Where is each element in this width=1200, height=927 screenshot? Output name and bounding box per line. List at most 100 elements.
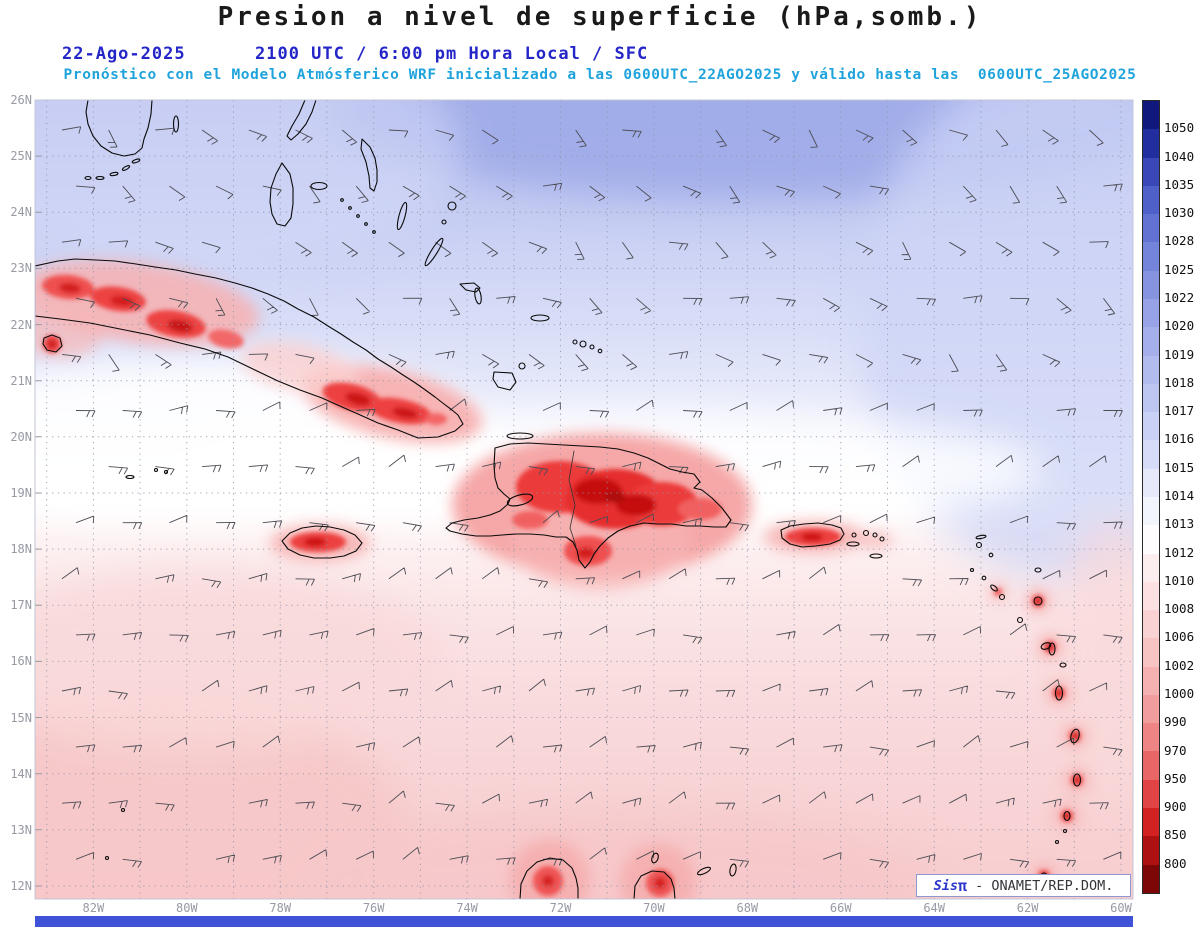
wind-barbs [61,126,1123,869]
credit-text: - ONAMET/REP.DOM. [967,877,1114,894]
jamaica-coastline [281,525,363,559]
footer-bar [35,916,1133,927]
hispaniola-coastline [445,442,732,569]
lat-tick-label: 22N [10,317,32,332]
colorbar-cell [1143,383,1159,413]
colorbar-cell [1143,496,1159,526]
colorbar-cell [1143,581,1159,611]
colorbar-tick-label: 970 [1164,742,1187,758]
colorbar-cell [1143,694,1159,724]
lat-tick-label: 18N [10,542,32,557]
colorbar-cell [1143,101,1159,130]
lat-tick-label: 19N [10,485,32,500]
colorbar-tick-label: 1040 [1164,148,1195,164]
graticule [35,100,1133,899]
lat-tick-label: 16N [10,654,32,669]
tortuga-island [506,432,534,440]
colorbar-tick-label: 1025 [1164,261,1195,277]
run-date: 22-Ago-2025 [62,44,186,64]
lon-tick-label: 64W [923,901,946,915]
colorbar-tick-label: 1010 [1164,572,1195,588]
colorbar-tick-label: 900 [1164,799,1187,815]
colorbar-cell [1143,836,1159,865]
lat-tick-label: 12N [10,878,32,893]
bahamas-islands [172,100,603,391]
colorbar-cell [1143,525,1159,554]
cuba-coastline [35,258,464,439]
coastlines [35,100,1082,899]
lon-tick-label: 74W [456,901,478,915]
lon-tick-label: 70W [643,901,665,915]
colorbar-cell [1143,779,1159,809]
lon-tick-label: 60W [1110,901,1132,915]
lat-tick-label: 20N [10,429,32,444]
colorbar-tick-label: 1022 [1164,290,1195,305]
lon-tick-label: 66W [829,901,852,915]
gonave-island [506,493,534,507]
lon-tick-label: 82W [82,901,105,915]
lon-tick-label: 80W [175,901,198,915]
colorbar-tick-label: 1020 [1164,318,1195,334]
colorbar-cell [1143,412,1159,441]
colorbar-cell [1143,723,1159,752]
colorbar-cell [1143,214,1159,243]
colorbar-cell [1143,666,1159,695]
lon-tick-label: 78W [269,901,292,915]
colorbar-cell [1143,157,1159,186]
lat-tick-label: 15N [10,710,32,725]
colorbar-cell [1143,129,1159,158]
virgin-islands [846,529,885,559]
figure-title: Presion a nivel de superficie (hPa,somb.… [217,2,983,32]
colorbar-cell [1143,440,1159,469]
lat-tick-label: 24N [10,205,32,220]
puerto-rico-coastline [780,522,845,548]
colorbar-tick-label: 850 [1164,827,1187,843]
colorbar-tick-label: 1018 [1164,374,1195,390]
colorbar-tick-label: 1014 [1164,488,1195,503]
lon-tick-label: 72W [549,901,572,915]
lat-tick-label: 21N [10,373,32,388]
isla-juventud-coastline [42,334,63,353]
colorbar-tick-label: 1000 [1164,686,1195,701]
colorbar-tick-label: 1050 [1164,120,1195,136]
colorbar-tick-label: 1006 [1164,629,1195,645]
colorbar-cell [1143,355,1159,384]
colorbar-tick-label: 1002 [1164,657,1195,673]
lat-tick-marks [35,100,41,887]
colorbar-tick-label: 1019 [1164,346,1195,362]
credit-box: Sis π - ONAMET/REP.DOM. [916,874,1131,897]
hispaniola-border [568,450,577,547]
south-american-coast [104,807,676,899]
colorbar-tick-label: 950 [1164,770,1187,786]
colorbar [1142,100,1160,894]
lat-tick-label: 13N [10,822,32,837]
lon-tick-label: 76W [362,901,385,915]
colorbar-tick-label: 1015 [1164,459,1195,475]
florida-keys [84,158,141,181]
lon-tick-label: 68W [736,901,759,915]
colorbar-cell [1143,327,1159,356]
lat-tick-label: 26N [10,93,32,107]
colorbar-tick-label: 1035 [1164,176,1195,192]
colorbar-cell [1143,468,1159,497]
lesser-antilles-islands [969,534,1082,884]
grid-lines [35,100,1133,899]
colorbar-tick-label: 1017 [1164,403,1195,419]
sispi-logo-sis: Sis [933,877,959,894]
colorbar-tick-label: 990 [1164,714,1187,730]
colorbar-tick-label: 1028 [1164,233,1195,249]
colorbar-cell [1143,808,1159,837]
colorbar-cell [1143,610,1159,639]
colorbar-tick-label: 1030 [1164,205,1195,221]
colorbar-tick-label: 1008 [1164,601,1195,617]
colorbar-cell [1143,553,1159,582]
pressure-low-cores [42,274,1083,897]
map-area [35,100,1133,899]
wind-barb-field [61,126,1123,869]
model-info-line: Pronóstico con el Modelo Atmósferico WRF… [63,67,1137,83]
valid-time-line: 2100 UTC / 6:00 pm Hora Local / SFC [255,44,649,64]
lat-tick-label: 25N [10,149,32,164]
colorbar-cell [1143,298,1159,328]
